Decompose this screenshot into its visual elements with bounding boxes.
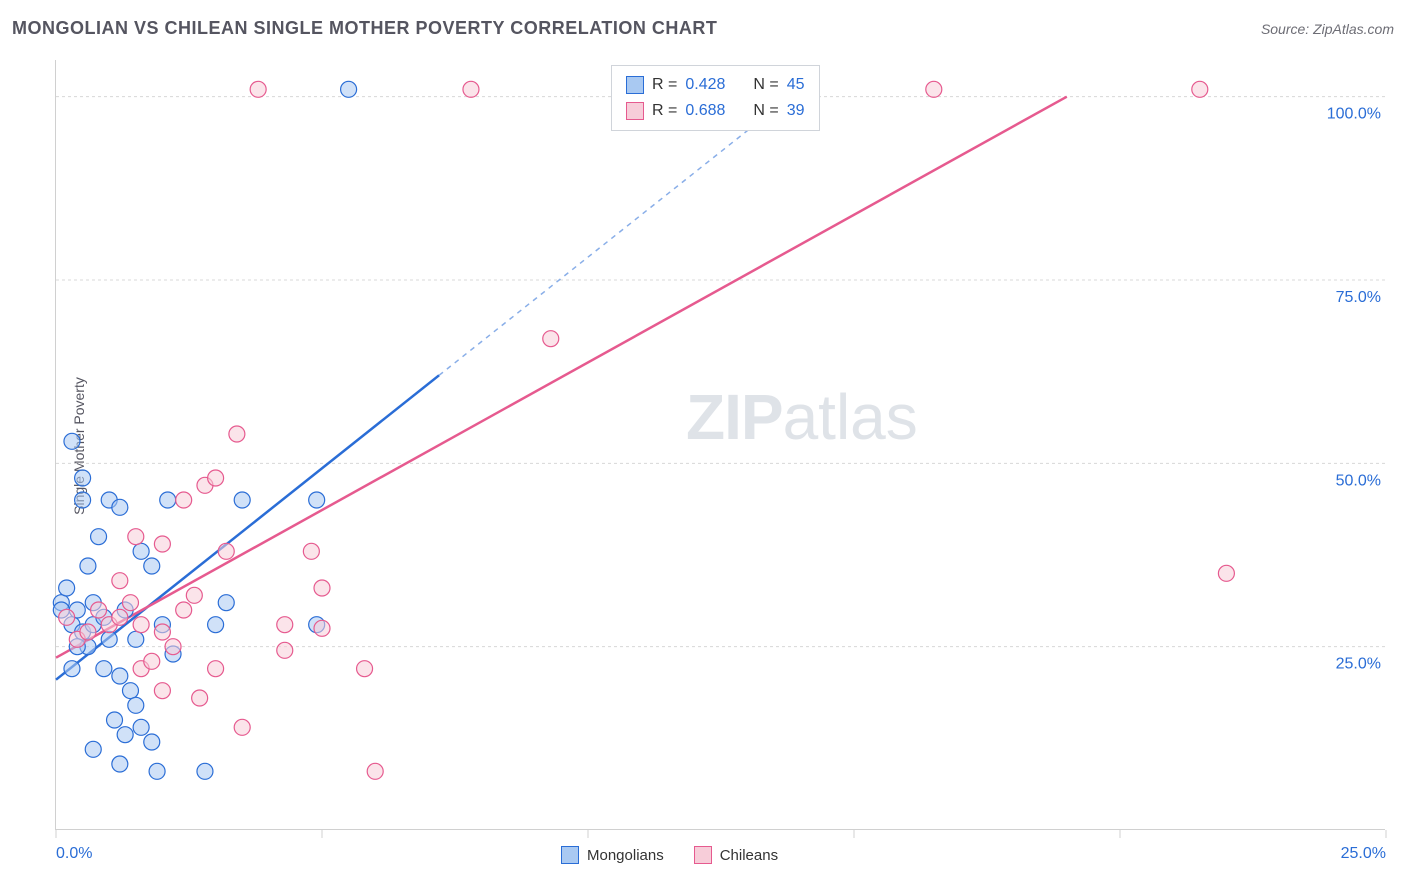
series-legend: Mongolians Chileans xyxy=(561,846,778,864)
scatter-point xyxy=(463,81,479,97)
statbox-row: R = 0.688 N = 39 xyxy=(626,98,805,124)
stat-n-value: 45 xyxy=(787,76,805,94)
scatter-point xyxy=(303,543,319,559)
scatter-point xyxy=(133,719,149,735)
chart-container: MONGOLIAN VS CHILEAN SINGLE MOTHER POVER… xyxy=(0,0,1406,892)
scatter-point xyxy=(112,756,128,772)
scatter-point xyxy=(112,573,128,589)
scatter-point xyxy=(197,763,213,779)
scatter-point xyxy=(357,661,373,677)
scatter-point xyxy=(154,624,170,640)
scatter-point xyxy=(218,595,234,611)
plot-area: 25.0%50.0%75.0%100.0%0.0%25.0% ZIPatlas … xyxy=(55,60,1385,830)
statbox-row: R = 0.428 N = 45 xyxy=(626,72,805,98)
scatter-point xyxy=(176,602,192,618)
stat-r-label: R = xyxy=(652,76,677,94)
scatter-point xyxy=(309,492,325,508)
source-label: Source: ZipAtlas.com xyxy=(1261,21,1394,37)
scatter-point xyxy=(101,631,117,647)
stat-r-value: 0.428 xyxy=(685,76,725,94)
scatter-point xyxy=(1218,565,1234,581)
legend-swatch xyxy=(694,846,712,864)
scatter-point xyxy=(341,81,357,97)
scatter-point xyxy=(208,661,224,677)
legend-label: Chileans xyxy=(720,847,778,864)
scatter-point xyxy=(112,609,128,625)
x-tick-label: 25.0% xyxy=(1341,845,1386,862)
scatter-point xyxy=(154,536,170,552)
scatter-point xyxy=(1192,81,1208,97)
scatter-point xyxy=(234,719,250,735)
y-tick-label: 25.0% xyxy=(1336,656,1381,673)
scatter-point xyxy=(91,529,107,545)
scatter-point xyxy=(543,331,559,347)
scatter-point xyxy=(160,492,176,508)
scatter-point xyxy=(149,763,165,779)
scatter-point xyxy=(165,639,181,655)
scatter-point xyxy=(277,617,293,633)
legend-item: Mongolians xyxy=(561,846,664,864)
stat-r-label: R = xyxy=(652,102,677,120)
legend-item: Chileans xyxy=(694,846,778,864)
scatter-point xyxy=(96,661,112,677)
scatter-point xyxy=(112,499,128,515)
scatter-point xyxy=(122,683,138,699)
y-tick-label: 75.0% xyxy=(1336,289,1381,306)
y-tick-label: 100.0% xyxy=(1327,106,1381,123)
scatter-point xyxy=(367,763,383,779)
scatter-point xyxy=(186,587,202,603)
scatter-point xyxy=(133,543,149,559)
scatter-point xyxy=(208,470,224,486)
scatter-point xyxy=(85,741,101,757)
scatter-point xyxy=(144,558,160,574)
legend-swatch xyxy=(626,102,644,120)
scatter-point xyxy=(192,690,208,706)
x-tick-label: 0.0% xyxy=(56,845,92,862)
scatter-point xyxy=(80,558,96,574)
scatter-point xyxy=(314,580,330,596)
scatter-point xyxy=(250,81,266,97)
legend-label: Mongolians xyxy=(587,847,664,864)
scatter-point xyxy=(133,617,149,633)
scatter-point xyxy=(75,470,91,486)
scatter-point xyxy=(314,620,330,636)
scatter-point xyxy=(122,595,138,611)
scatter-point xyxy=(64,433,80,449)
scatter-point xyxy=(59,580,75,596)
scatter-point xyxy=(176,492,192,508)
scatter-point xyxy=(234,492,250,508)
scatter-point xyxy=(154,683,170,699)
scatter-point xyxy=(218,543,234,559)
legend-swatch xyxy=(561,846,579,864)
scatter-point xyxy=(128,631,144,647)
chart-title: MONGOLIAN VS CHILEAN SINGLE MOTHER POVER… xyxy=(12,18,717,39)
scatter-point xyxy=(926,81,942,97)
scatter-point xyxy=(59,609,75,625)
y-tick-label: 50.0% xyxy=(1336,472,1381,489)
stat-n-value: 39 xyxy=(787,102,805,120)
scatter-point xyxy=(128,529,144,545)
trend-line-dashed xyxy=(439,97,790,376)
stat-n-label: N = xyxy=(753,76,778,94)
title-row: MONGOLIAN VS CHILEAN SINGLE MOTHER POVER… xyxy=(12,18,1394,39)
scatter-point xyxy=(144,734,160,750)
scatter-point xyxy=(64,661,80,677)
stats-box: R = 0.428 N = 45 R = 0.688 N = 39 xyxy=(611,65,820,131)
scatter-point xyxy=(277,642,293,658)
scatter-point xyxy=(91,602,107,618)
scatter-point xyxy=(128,697,144,713)
scatter-point xyxy=(117,727,133,743)
scatter-point xyxy=(144,653,160,669)
scatter-point xyxy=(112,668,128,684)
legend-swatch xyxy=(626,76,644,94)
scatter-point xyxy=(80,624,96,640)
stat-n-label: N = xyxy=(753,102,778,120)
scatter-point xyxy=(107,712,123,728)
scatter-point xyxy=(75,492,91,508)
trend-line xyxy=(56,97,1067,658)
stat-r-value: 0.688 xyxy=(685,102,725,120)
scatter-point xyxy=(208,617,224,633)
scatter-point xyxy=(229,426,245,442)
chart-svg: 25.0%50.0%75.0%100.0%0.0%25.0% xyxy=(56,60,1385,829)
